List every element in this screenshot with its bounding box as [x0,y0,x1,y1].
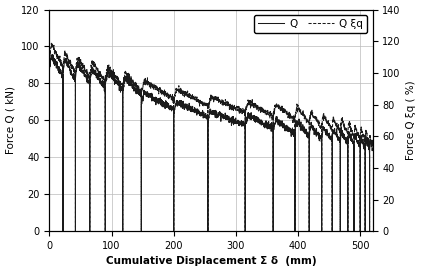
Line: Q: Q [49,55,373,231]
Q [124,76,129,79]
Q [189,106,194,109]
Q ξq [60,230,65,233]
Q [322,128,327,131]
Line: Q ξq: Q ξq [49,43,373,231]
Q ξq [189,96,194,99]
Q ξq [47,60,52,63]
Q ξq [297,107,302,110]
Y-axis label: Force Q ξq ( %): Force Q ξq ( %) [406,81,417,160]
Legend: Q, Q ξq: Q, Q ξq [254,15,368,33]
Y-axis label: Force Q ( kN): Force Q ( kN) [5,86,16,154]
Q [370,147,375,150]
Q [311,133,316,136]
Q ξq [322,116,327,119]
Q [50,53,55,56]
Q ξq [141,81,146,84]
Q [47,65,52,68]
Q [297,122,302,125]
Q ξq [124,72,129,75]
Q [141,96,146,100]
Q ξq [311,116,316,119]
Q [60,230,65,233]
Q ξq [49,41,54,45]
X-axis label: Cumulative Displacement Σ δ  (mm): Cumulative Displacement Σ δ (mm) [106,256,316,267]
Q ξq [370,144,375,147]
